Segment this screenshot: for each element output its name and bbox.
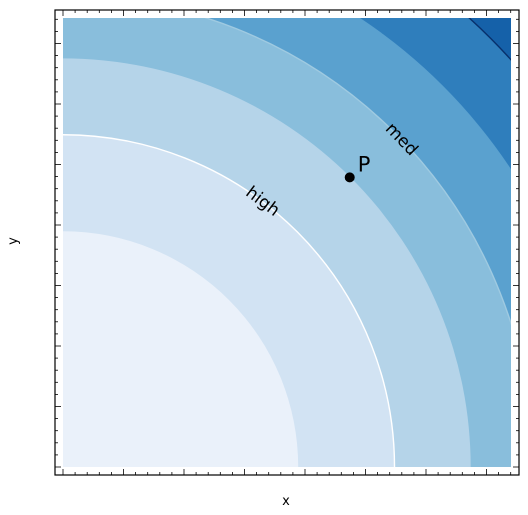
- contour-band: [63, 231, 299, 467]
- plot-frame: [54, 9, 520, 476]
- y-axis-label: y: [6, 237, 21, 245]
- axes-border: [54, 9, 520, 476]
- axis-ticks: [55, 10, 519, 475]
- marked-points: P: [344, 152, 371, 183]
- x-axis-label: x: [282, 494, 290, 509]
- point-marker: [344, 172, 355, 183]
- point-label: P: [358, 152, 371, 176]
